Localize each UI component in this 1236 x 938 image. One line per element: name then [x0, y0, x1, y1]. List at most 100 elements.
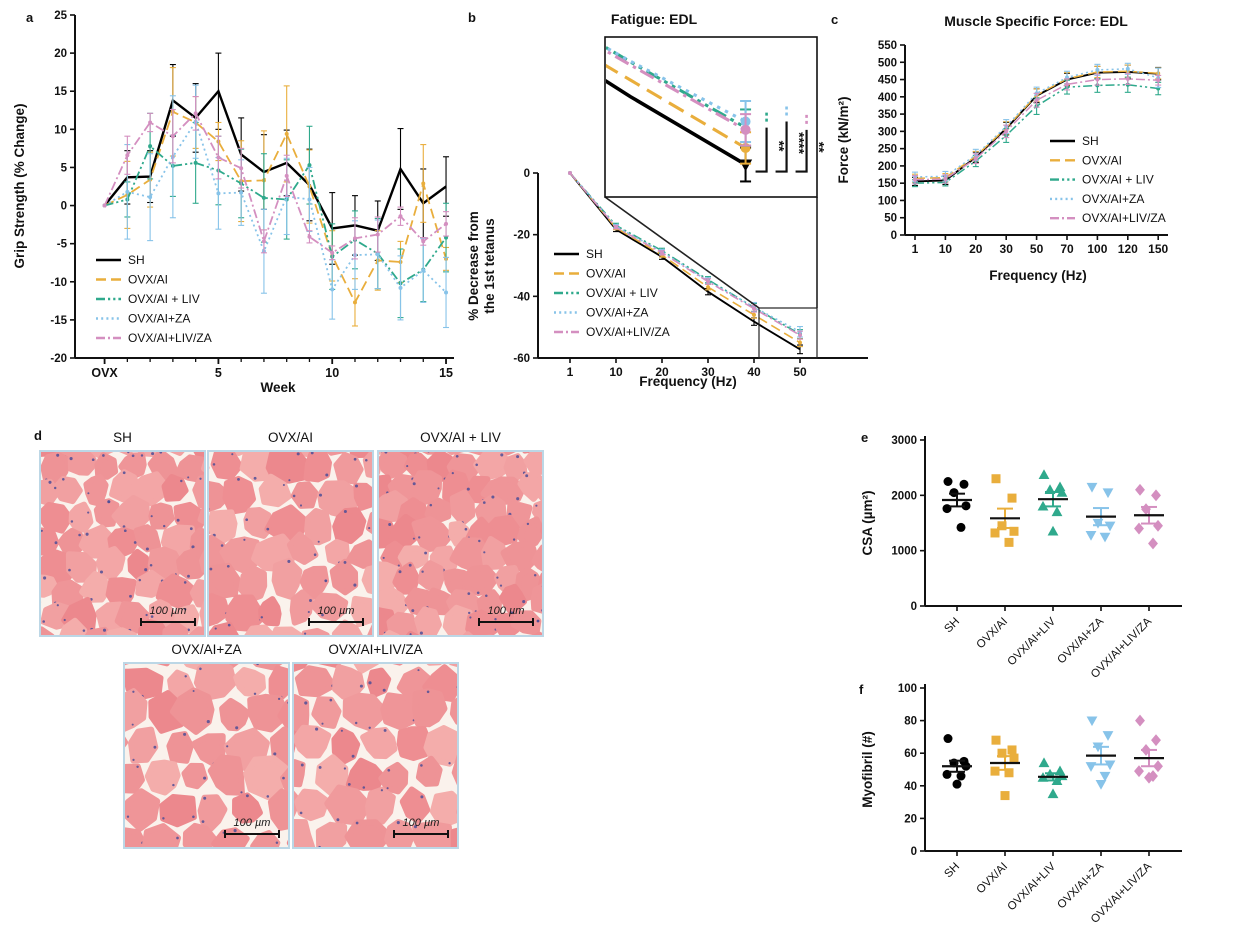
chart-title: Muscle Specific Force: EDL [944, 13, 1128, 29]
series-SH [103, 52, 450, 265]
series-OVX/AI+LIV/ZA [102, 96, 450, 261]
histology-label: SH [113, 430, 132, 445]
y-axis-label: Myofibril (#) [860, 731, 875, 808]
y-tick-label: 0 [891, 230, 897, 242]
x-tick-label: 5 [215, 366, 222, 380]
y-axis-label: the 1st tetanus [482, 218, 497, 313]
x-tick-label: SH [942, 616, 962, 636]
scatter-group-SH [942, 734, 972, 789]
y-tick-label: 400 [878, 92, 897, 104]
x-tick-label: 120 [1118, 242, 1138, 256]
scatter-group-OVX/AI+ZA [1085, 482, 1116, 543]
y-axis-label: Force (kN/m²) [836, 96, 851, 183]
y-tick-label: -60 [513, 353, 530, 365]
scale-bar: 100 µm [308, 605, 364, 626]
histology-label: OVX/AI [267, 430, 313, 445]
scale-bar-text: 100 µm [402, 816, 440, 829]
panel-letter-a: a [26, 10, 34, 25]
x-tick-label: OVX/AI+LIV [1006, 860, 1059, 913]
scatter-group-OVX/AI+LIV/ZA [1134, 714, 1164, 784]
significance-label: ** [812, 142, 828, 153]
scale-bar-line [308, 618, 364, 626]
x-tick-label: 40 [747, 365, 761, 379]
y-tick-label: -15 [50, 315, 67, 327]
x-tick-label: 10 [939, 242, 953, 256]
panel-e-chart: 3000 2000 1000 0 CSA (µm²) SH OVX/AIOVX/AI+LIV… [860, 435, 1182, 678]
x-axis-label: Frequency (Hz) [639, 374, 737, 389]
x-tick-label: OVX/AI [975, 616, 1011, 652]
x-tick-label: SH [942, 861, 962, 881]
panel-a-chart: 25 20 15 10 5 0 -5 -10 -15 -20 OVX 5 10 15 Week Grip St… [12, 10, 454, 395]
x-tick-label: OVX/AI+ZA [1055, 860, 1106, 911]
series-OVX/AI+LIV/ZA [568, 171, 803, 340]
panel-letter-f: f [859, 682, 864, 697]
legend-label: OVX/AI+LIV/ZA [1082, 211, 1166, 225]
x-axis-label: Frequency (Hz) [989, 268, 1087, 283]
y-tick-label: -5 [57, 239, 68, 251]
scatter-group-OVX/AI+LIV/ZA [1134, 483, 1164, 550]
legend-label: SH [128, 253, 145, 267]
x-tick-label: 30 [1000, 242, 1014, 256]
scatter-group-OVX/AI [990, 735, 1020, 801]
y-tick-label: 0 [61, 201, 67, 213]
scatter-group-OVX/AI + LIV [1037, 757, 1068, 799]
y-tick-label: 3000 [891, 435, 917, 447]
x-tick-label: 50 [1030, 242, 1044, 256]
y-tick-label: 0 [911, 601, 917, 613]
panel-letter-c: c [831, 12, 839, 27]
legend-label: OVX/AI + LIV [1082, 173, 1154, 187]
scatter-group-OVX/AI [990, 474, 1020, 547]
panel-letter-e: e [861, 430, 869, 445]
y-axis-label: CSA (µm²) [860, 490, 875, 555]
panel-letter-b: b [468, 10, 476, 25]
legend-label: OVX/AI+ZA [128, 312, 190, 326]
scale-bar-text: 100 µm [233, 816, 271, 829]
series-OVX/AI+ZA [912, 62, 1162, 183]
scale-bar-text: 100 µm [317, 604, 355, 617]
legend-label: OVX/AI [1082, 153, 1122, 167]
x-tick-label: 50 [793, 365, 807, 379]
legend-label: OVX/AI + LIV [128, 292, 200, 306]
legend: SH OVX/AI OVX/AI + LIV OVX/AI+ZA OVX/AI+LIV/… [96, 253, 212, 345]
series-OVX/AI + LIV [102, 112, 450, 319]
y-tick-label: 1000 [891, 546, 917, 558]
legend: SH OVX/AI OVX/AI + LIV OVX/AI+ZA OVX/AI+LIV/… [1050, 134, 1166, 225]
significance-brackets: ** **** ** [755, 106, 828, 173]
y-tick-label: 550 [878, 40, 897, 52]
x-tick-label: 100 [1087, 242, 1107, 256]
y-tick-label: -10 [50, 277, 67, 289]
y-tick-label: 5 [61, 162, 68, 174]
y-tick-label: 60 [904, 748, 917, 760]
y-axis-label: Grip Strength (% Change) [12, 104, 27, 269]
legend: SH OVX/AI OVX/AI + LIV OVX/AI+ZA OVX/AI+LIV/… [554, 247, 670, 339]
x-tick-label: 1 [912, 242, 919, 256]
histology-figure-ovxai-za: OVX/AI+ZA 100 µm [84, 626, 399, 928]
scale-bar-line [393, 830, 449, 838]
y-tick-label: 0 [911, 846, 917, 858]
scale-bar: 100 µm [393, 817, 449, 838]
y-tick-label: 10 [54, 124, 67, 136]
x-axis-label: Week [260, 380, 296, 395]
y-tick-label: 50 [884, 213, 897, 225]
scale-bar-text: 100 µm [487, 604, 525, 617]
panel-b-chart: 0 -20 -40 -60 1 10 20 30 40 50 Fatigue: EDL Frequen… [466, 11, 868, 389]
y-tick-label: 20 [54, 48, 67, 60]
scale-bar-line [478, 618, 534, 626]
y-tick-label: -20 [50, 353, 67, 365]
y-tick-label: 20 [904, 813, 917, 825]
histology-label: OVX/AI+ZA [171, 642, 242, 657]
legend-label: OVX/AI+LIV/ZA [586, 325, 670, 339]
panel-letter-d: d [34, 428, 42, 443]
x-tick-label: 15 [439, 366, 453, 380]
histology-figure-ovxai: OVX/AI 100 µm [177, 419, 480, 688]
y-tick-label: 500 [878, 57, 897, 69]
x-tick-label: OVX/AI [975, 861, 1011, 897]
y-tick-label: 350 [878, 109, 897, 121]
significance-label: **** [792, 132, 808, 154]
axes: 25 20 15 10 5 0 -5 -10 -15 -20 OVX 5 10 15 Week Grip St… [12, 10, 454, 395]
y-tick-label: 2000 [891, 490, 917, 502]
histology-figure-ovxai-livza: OVX/AI+LIV/ZA 100 µm [252, 626, 566, 924]
